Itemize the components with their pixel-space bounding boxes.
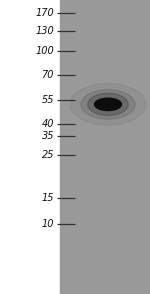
Text: 10: 10 — [42, 219, 54, 229]
Ellipse shape — [94, 98, 122, 111]
Text: 70: 70 — [42, 70, 54, 80]
Text: 55: 55 — [42, 95, 54, 105]
Text: 40: 40 — [42, 119, 54, 129]
Bar — [60, 0, 150, 294]
Text: 130: 130 — [35, 26, 54, 36]
Ellipse shape — [70, 83, 146, 125]
Text: 35: 35 — [42, 131, 54, 141]
Ellipse shape — [81, 90, 135, 119]
Ellipse shape — [88, 93, 128, 116]
Text: 170: 170 — [35, 8, 54, 18]
Text: 15: 15 — [42, 193, 54, 203]
Text: 25: 25 — [42, 150, 54, 160]
Text: 100: 100 — [35, 46, 54, 56]
